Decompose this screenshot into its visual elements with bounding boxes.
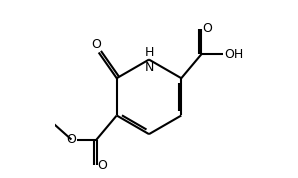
Text: OH: OH: [224, 48, 243, 61]
Text: O: O: [91, 38, 101, 51]
Text: H: H: [144, 46, 154, 59]
Text: N: N: [144, 61, 154, 74]
Text: O: O: [66, 133, 76, 146]
Text: O: O: [202, 22, 212, 35]
Text: O: O: [97, 159, 107, 172]
